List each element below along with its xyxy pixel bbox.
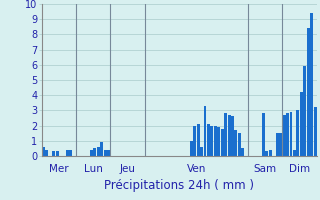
Text: Sam: Sam <box>254 164 277 174</box>
Text: Lun: Lun <box>84 164 103 174</box>
Bar <box>293 150 296 156</box>
Bar <box>200 147 203 156</box>
Bar <box>211 126 213 156</box>
Bar <box>207 124 210 156</box>
Bar <box>69 150 72 156</box>
Bar <box>235 130 237 156</box>
Bar <box>307 28 310 156</box>
Bar <box>93 148 96 156</box>
Bar <box>266 151 268 156</box>
Bar <box>66 150 69 156</box>
Text: Mer: Mer <box>49 164 68 174</box>
Bar <box>42 147 45 156</box>
Bar <box>303 66 306 156</box>
Bar <box>217 127 220 156</box>
Bar <box>104 150 107 156</box>
Bar <box>269 150 272 156</box>
Bar <box>279 133 282 156</box>
Bar <box>314 107 316 156</box>
Bar <box>231 116 234 156</box>
Bar <box>52 151 55 156</box>
Bar <box>310 13 313 156</box>
Bar <box>45 150 48 156</box>
Bar <box>228 115 230 156</box>
Bar <box>107 150 110 156</box>
Bar <box>300 92 303 156</box>
Text: Dim: Dim <box>289 164 310 174</box>
Bar <box>56 151 59 156</box>
Bar <box>241 148 244 156</box>
Bar <box>90 150 93 156</box>
Bar <box>290 112 292 156</box>
Bar <box>214 126 217 156</box>
Bar <box>190 141 193 156</box>
Bar <box>296 110 299 156</box>
Bar <box>286 113 289 156</box>
Bar <box>97 147 100 156</box>
Text: Jeu: Jeu <box>120 164 136 174</box>
Bar <box>283 115 285 156</box>
Text: Ven: Ven <box>187 164 206 174</box>
Bar <box>197 124 200 156</box>
Bar <box>262 113 265 156</box>
Bar <box>193 126 196 156</box>
Bar <box>100 142 103 156</box>
Text: Précipitations 24h ( mm ): Précipitations 24h ( mm ) <box>104 179 254 192</box>
Bar <box>224 113 227 156</box>
Bar <box>221 129 224 156</box>
Bar <box>276 133 279 156</box>
Bar <box>204 106 206 156</box>
Bar <box>238 133 241 156</box>
